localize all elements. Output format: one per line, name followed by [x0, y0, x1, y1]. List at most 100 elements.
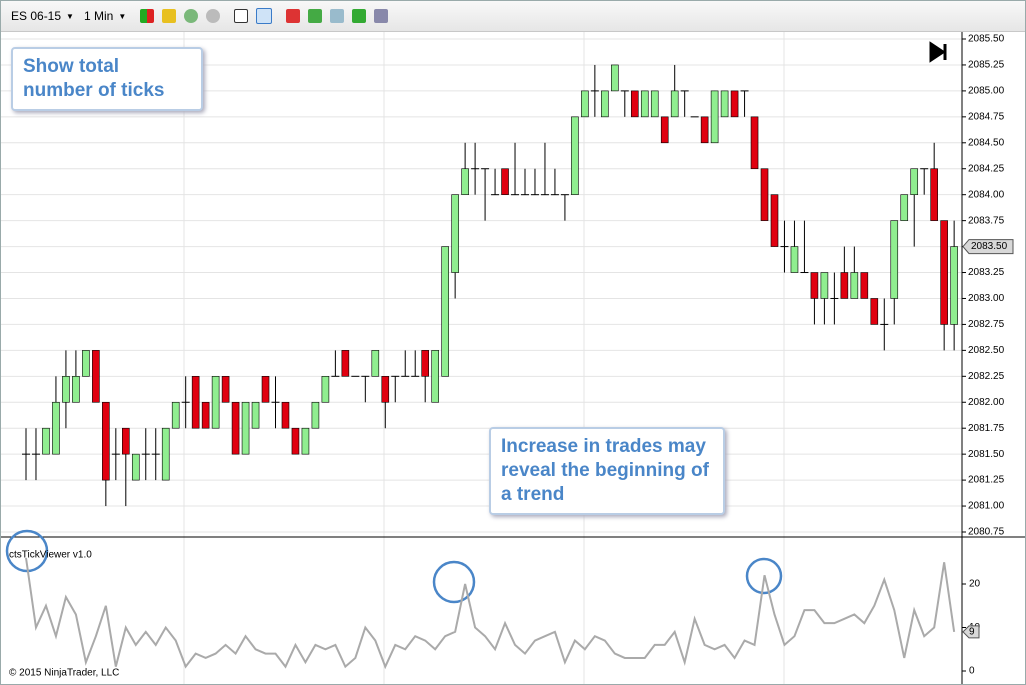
last-value-marker [962, 625, 980, 639]
candle-body [261, 376, 270, 403]
candle-body [62, 376, 70, 403]
candle-body [900, 194, 909, 221]
candle-body [601, 90, 609, 118]
candle-body [720, 90, 729, 118]
candle-body [710, 90, 719, 144]
y-tick-label: 2085.25 [968, 60, 1005, 71]
candle-body [161, 427, 170, 481]
candle-body [102, 401, 110, 481]
indicator-label: ctsTickViewer v1.0 [9, 550, 92, 561]
candle-body [660, 116, 669, 144]
last-price-marker [962, 239, 1014, 255]
candle-body [301, 427, 310, 455]
templates-button[interactable] [374, 9, 389, 23]
candle-body [501, 168, 509, 195]
candle-body [700, 116, 709, 144]
candle-body [630, 90, 639, 118]
y-tick-label: 0 [969, 666, 975, 677]
y-tick-label: 2085.50 [968, 34, 1005, 45]
candle-body [82, 350, 90, 377]
candle-body [291, 427, 300, 455]
candle-body [611, 64, 619, 92]
tick-count-line [25, 557, 956, 670]
copyright: © 2015 NinjaTrader, LLC [9, 668, 119, 679]
candle-body [371, 350, 380, 377]
last-value-label: 9 [969, 626, 975, 637]
data-box-button[interactable] [256, 8, 273, 24]
zoom-out-button[interactable] [206, 9, 221, 23]
chart-style-button[interactable] [140, 9, 155, 23]
candle-body [441, 246, 449, 377]
candle-body [201, 401, 210, 429]
y-tick-label: 2083.00 [968, 293, 1005, 304]
candle-body [760, 168, 769, 221]
candle-body [171, 401, 180, 429]
scroll-end-button[interactable] [929, 41, 947, 63]
candle-body [251, 401, 260, 429]
candle-body [461, 168, 469, 195]
candle-body [790, 246, 799, 273]
candle-body [730, 90, 739, 118]
candle-body [92, 350, 100, 403]
candle-body [750, 116, 759, 170]
candle-body [840, 272, 849, 299]
candle-body [940, 220, 948, 325]
candle-body [122, 427, 130, 455]
candle-body [890, 220, 899, 299]
candle-body [640, 90, 649, 118]
last-price-label: 2083.50 [971, 241, 1008, 252]
candle-body [191, 376, 200, 429]
candle-body [341, 350, 350, 377]
order-button[interactable] [352, 9, 367, 23]
candle-body [810, 272, 819, 299]
candle-body [431, 350, 439, 403]
y-tick-label: 2084.50 [968, 137, 1005, 148]
crosshair-button[interactable] [234, 9, 249, 23]
candle-body [241, 401, 250, 455]
y-tick-label: 2082.00 [968, 397, 1005, 408]
candle-body [650, 90, 659, 118]
candle-body [451, 194, 459, 273]
candle-body [950, 246, 958, 325]
indicators-button[interactable] [286, 9, 301, 23]
candle-body [311, 401, 320, 429]
interval-selector[interactable]: 1 Min ▼ [84, 9, 126, 23]
annotation: Increase in trades may reveal the beginn… [489, 427, 725, 515]
candle-body [321, 376, 330, 403]
y-tick-label: 2083.75 [968, 215, 1005, 226]
drawing-tools-button[interactable] [162, 9, 177, 23]
highlight-circle [745, 557, 783, 595]
y-tick-label: 2084.00 [968, 189, 1005, 200]
interval: 1 Min [83, 9, 114, 23]
y-tick-label: 2081.50 [968, 449, 1005, 460]
candle-body [381, 376, 390, 403]
y-tick-label: 2085.00 [968, 86, 1005, 97]
properties-button[interactable] [330, 9, 345, 23]
candle-body [52, 401, 60, 455]
annotation: Show total number of ticks [11, 47, 203, 111]
zoom-in-button[interactable] [184, 9, 199, 23]
highlight-circle [432, 560, 476, 604]
y-tick-label: 2084.75 [968, 111, 1005, 122]
instrument-selector[interactable]: ES 06-15 ▼ [11, 9, 74, 23]
candle-body [131, 453, 140, 481]
y-tick-label: 2081.00 [968, 501, 1005, 512]
candle-body [770, 194, 779, 247]
y-tick-label: 2082.50 [968, 345, 1005, 356]
instrument: ES 06-15 [11, 9, 62, 23]
strategies-button[interactable] [308, 9, 323, 23]
candle-body [571, 116, 579, 195]
candle-body [820, 272, 829, 299]
y-tick-label: 2082.75 [968, 319, 1005, 330]
candle-body [860, 272, 869, 299]
candle-body [930, 168, 938, 221]
dropdown-arrow: ▼ [66, 11, 74, 21]
candle-body [581, 90, 589, 118]
dropdown-arrow: ▼ [118, 11, 127, 21]
candle-body [72, 376, 80, 403]
y-tick-label: 2080.75 [968, 527, 1005, 538]
y-tick-label: 2082.25 [968, 371, 1005, 382]
y-tick-label: 2083.25 [968, 267, 1005, 278]
